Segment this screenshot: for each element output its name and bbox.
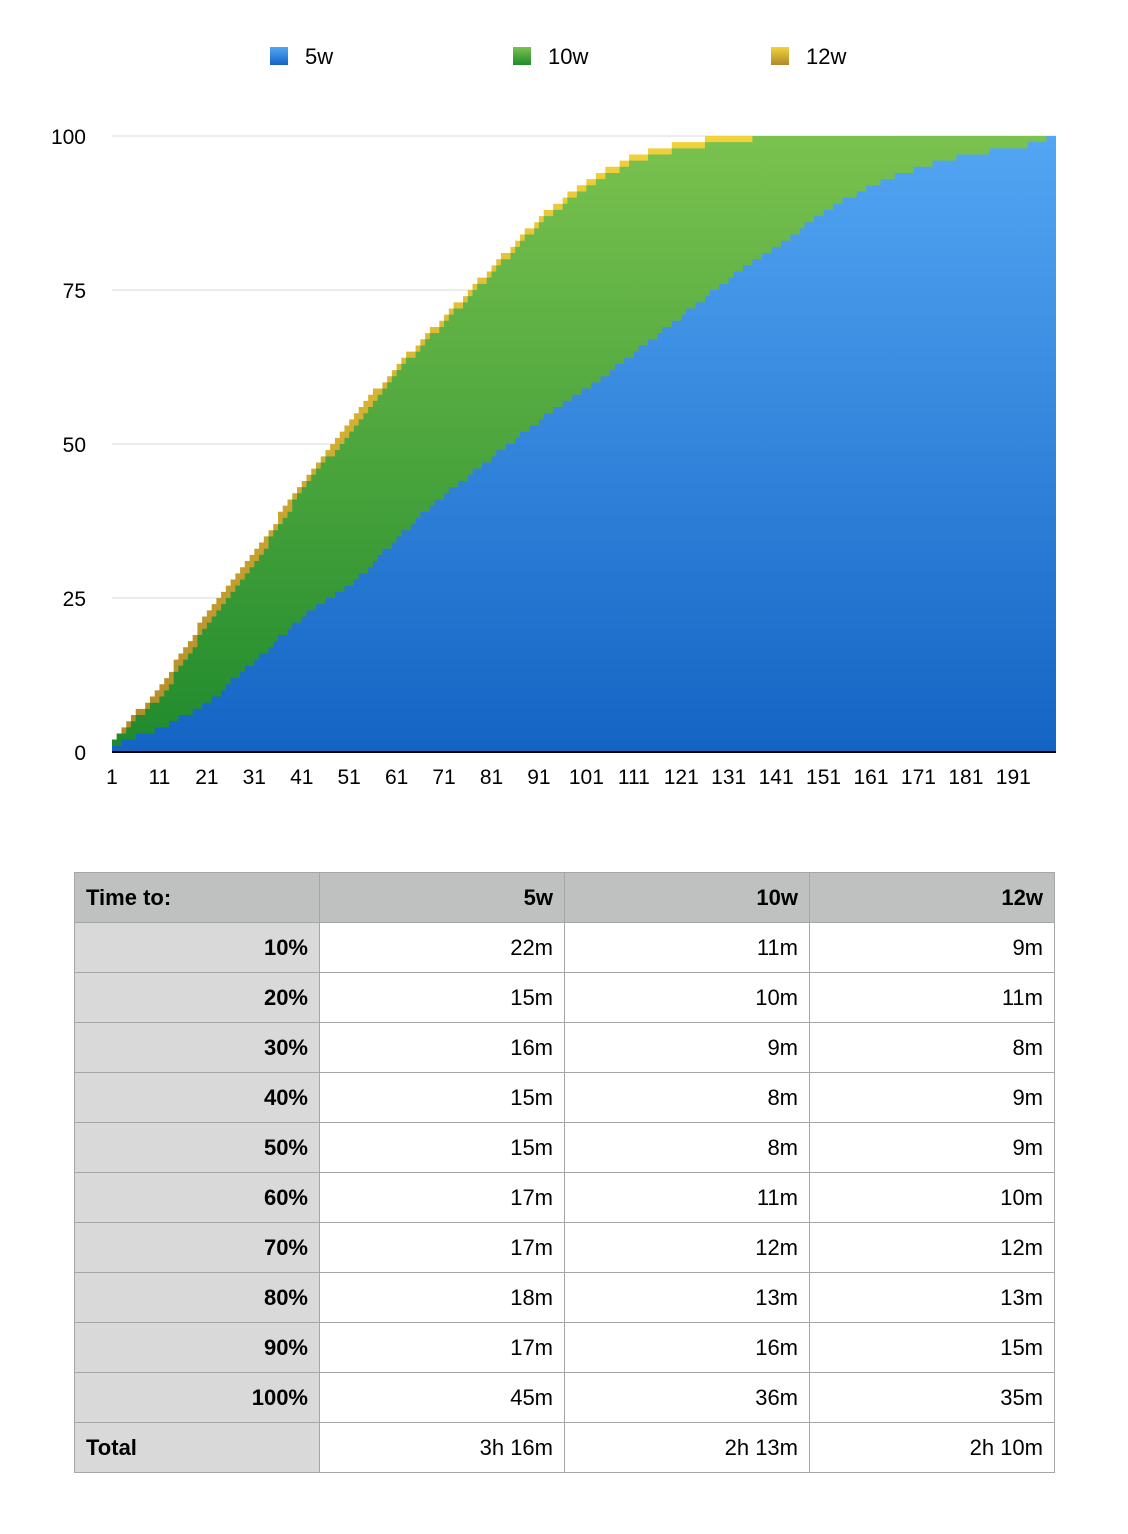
chart-axes: 1 11 21 31 41 51 61 71 81 91 101 111 121 131 141 151 161… — [106, 751, 1056, 789]
x-tick-label: 91 — [527, 766, 550, 789]
legend-swatch-12w — [771, 47, 789, 65]
table-row: 70% 17m 12m 12m — [74, 1222, 1055, 1273]
table-cell: 3h 16m — [319, 1422, 565, 1473]
header-cell-label: Time to: — [74, 872, 320, 923]
x-tick-label: 71 — [432, 766, 455, 789]
table-cell: 18m — [319, 1272, 565, 1323]
legend-label-10w: 10w — [548, 44, 588, 69]
table-cell: 22m — [319, 922, 565, 973]
y-tick-label: 75 — [63, 280, 86, 303]
table-cell: 13m — [564, 1272, 810, 1323]
table-cell: 16m — [564, 1322, 810, 1373]
table-row: 10% 22m 11m 9m — [74, 922, 1055, 973]
row-label: 10% — [74, 922, 320, 973]
row-label: 70% — [74, 1222, 320, 1273]
row-label: 100% — [74, 1372, 320, 1423]
table-cell: 15m — [319, 972, 565, 1023]
table-row: 50% 15m 8m 9m — [74, 1122, 1055, 1173]
table-cell: 17m — [319, 1222, 565, 1273]
table-header-row: Time to: 5w 10w 12w — [74, 872, 1055, 923]
table-row: 40% 15m 8m 9m — [74, 1072, 1055, 1123]
area-series-5w — [112, 136, 1056, 752]
table-cell: 17m — [319, 1172, 565, 1223]
table-cell: 2h 13m — [564, 1422, 810, 1473]
row-label: 60% — [74, 1172, 320, 1223]
x-tick-label: 141 — [759, 766, 794, 789]
x-tick-label: 131 — [711, 766, 746, 789]
legend-label-5w: 5w — [305, 44, 333, 69]
x-tick-label: 81 — [480, 766, 503, 789]
table-cell: 12m — [809, 1222, 1055, 1273]
table-row: 100% 45m 36m 35m — [74, 1372, 1055, 1423]
table-cell: 15m — [809, 1322, 1055, 1373]
y-tick-label: 0 — [74, 742, 86, 765]
x-tick-label: 151 — [806, 766, 841, 789]
x-tick-label: 51 — [338, 766, 361, 789]
table-cell: 36m — [564, 1372, 810, 1423]
table-cell: 15m — [319, 1072, 565, 1123]
chart-legend: 5w 10w 12w — [270, 44, 846, 69]
y-tick-label: 100 — [51, 126, 86, 149]
table-cell: 9m — [809, 1072, 1055, 1123]
table-cell: 15m — [319, 1122, 565, 1173]
table-cell: 9m — [564, 1022, 810, 1073]
table-row: Total 3h 16m 2h 13m 2h 10m — [74, 1422, 1055, 1473]
x-tick-label: 21 — [195, 766, 218, 789]
x-tick-label: 181 — [948, 766, 983, 789]
y-tick-label: 50 — [63, 434, 86, 457]
table-cell: 17m — [319, 1322, 565, 1373]
x-tick-label: 31 — [243, 766, 266, 789]
chart-areas — [112, 136, 1056, 752]
x-tick-label: 101 — [569, 766, 604, 789]
x-tick-label: 191 — [996, 766, 1031, 789]
table-cell: 45m — [319, 1372, 565, 1423]
table-cell: 9m — [809, 1122, 1055, 1173]
header-cell-12w: 12w — [809, 872, 1055, 923]
x-tick-label: 111 — [618, 766, 650, 789]
table-row: 60% 17m 11m 10m — [74, 1172, 1055, 1223]
time-to-table: Time to: 5w 10w 12w 10% 22m 11m 9m 20% 15m 10m… — [74, 872, 1055, 1473]
table-row: 30% 16m 9m 8m — [74, 1022, 1055, 1073]
x-tick-label: 121 — [664, 766, 699, 789]
table-cell: 2h 10m — [809, 1422, 1055, 1473]
row-label: 50% — [74, 1122, 320, 1173]
row-label: 80% — [74, 1272, 320, 1323]
x-tick-label: 61 — [385, 766, 408, 789]
table-cell: 11m — [809, 972, 1055, 1023]
row-label: 90% — [74, 1322, 320, 1373]
legend-label-12w: 12w — [806, 44, 846, 69]
table-cell: 8m — [564, 1122, 810, 1173]
table-cell: 35m — [809, 1372, 1055, 1423]
table-row: 20% 15m 10m 11m — [74, 972, 1055, 1023]
x-tick-label: 11 — [149, 766, 171, 789]
table-cell: 10m — [809, 1172, 1055, 1223]
x-tick-label: 161 — [853, 766, 888, 789]
table-cell: 10m — [564, 972, 810, 1023]
x-tick-label: 171 — [901, 766, 936, 789]
table-cell: 11m — [564, 1172, 810, 1223]
row-label: 40% — [74, 1072, 320, 1123]
table-cell: 11m — [564, 922, 810, 973]
table-cell: 13m — [809, 1272, 1055, 1323]
legend-swatch-10w — [513, 47, 531, 65]
table-cell: 12m — [564, 1222, 810, 1273]
table-row: 90% 17m 16m 15m — [74, 1322, 1055, 1373]
legend-swatch-5w — [270, 47, 288, 65]
table-cell: 9m — [809, 922, 1055, 973]
x-tick-label: 1 — [106, 766, 118, 789]
results-table-container: Time to: 5w 10w 12w 10% 22m 11m 9m 20% 15m 10m… — [74, 872, 1055, 1473]
y-tick-label: 25 — [63, 588, 86, 611]
row-label: 30% — [74, 1022, 320, 1073]
row-label: 20% — [74, 972, 320, 1023]
table-cell: 8m — [564, 1072, 810, 1123]
header-cell-5w: 5w — [319, 872, 565, 923]
table-row: 80% 18m 13m 13m — [74, 1272, 1055, 1323]
table-cell: 16m — [319, 1022, 565, 1073]
table-cell: 8m — [809, 1022, 1055, 1073]
x-tick-label: 41 — [290, 766, 313, 789]
row-label: Total — [74, 1422, 320, 1473]
header-cell-10w: 10w — [564, 872, 810, 923]
